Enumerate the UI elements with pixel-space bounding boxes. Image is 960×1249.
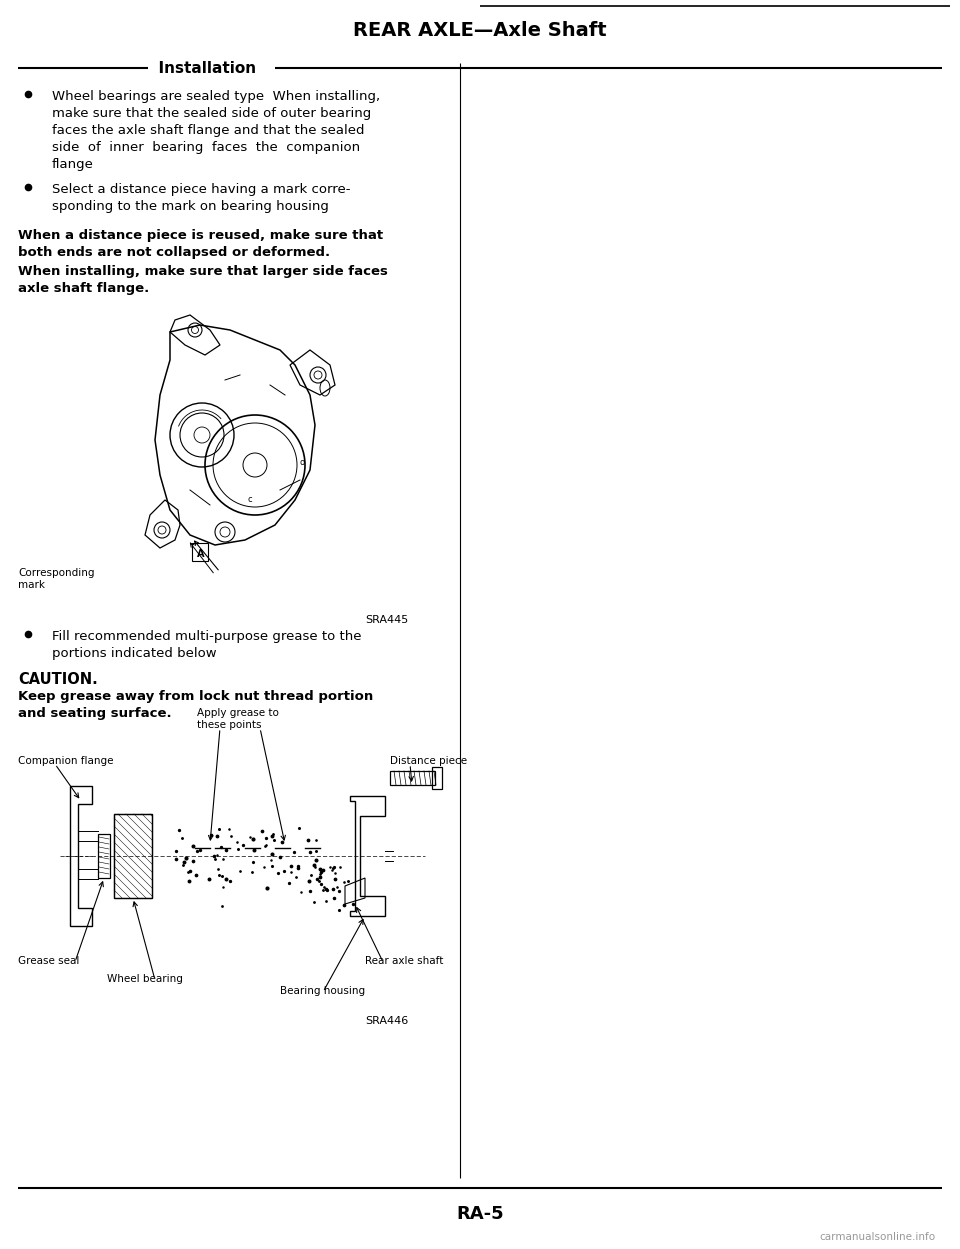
Text: RA-5: RA-5 (456, 1205, 504, 1223)
Text: and seating surface.: and seating surface. (18, 707, 172, 719)
Text: A: A (197, 550, 204, 560)
Text: Corresponding: Corresponding (18, 568, 94, 578)
Text: sponding to the mark on bearing housing: sponding to the mark on bearing housing (52, 200, 329, 214)
Text: Apply grease to: Apply grease to (197, 708, 278, 718)
Text: Select a distance piece having a mark corre-: Select a distance piece having a mark co… (52, 184, 350, 196)
Text: faces the axle shaft flange and that the sealed: faces the axle shaft flange and that the… (52, 124, 365, 137)
Text: Installation: Installation (148, 60, 267, 75)
Text: When installing, make sure that larger side faces: When installing, make sure that larger s… (18, 265, 388, 279)
Text: c: c (248, 495, 252, 505)
Text: flange: flange (52, 159, 94, 171)
Text: side  of  inner  bearing  faces  the  companion: side of inner bearing faces the companio… (52, 141, 360, 154)
Text: both ends are not collapsed or deformed.: both ends are not collapsed or deformed. (18, 246, 330, 259)
Text: SRA445: SRA445 (365, 615, 408, 624)
Text: Rear axle shaft: Rear axle shaft (365, 955, 444, 965)
Text: portions indicated below: portions indicated below (52, 647, 217, 659)
Text: When a distance piece is reused, make sure that: When a distance piece is reused, make su… (18, 229, 383, 242)
Text: Companion flange: Companion flange (18, 756, 113, 766)
Text: Distance piece: Distance piece (390, 756, 468, 766)
Text: Fill recommended multi-purpose grease to the: Fill recommended multi-purpose grease to… (52, 629, 362, 643)
Text: these points: these points (197, 719, 261, 729)
Text: Keep grease away from lock nut thread portion: Keep grease away from lock nut thread po… (18, 689, 373, 703)
Text: make sure that the sealed side of outer bearing: make sure that the sealed side of outer … (52, 107, 372, 120)
Text: SRA446: SRA446 (365, 1015, 408, 1025)
Text: mark: mark (18, 580, 45, 590)
Text: Bearing housing: Bearing housing (280, 985, 365, 995)
Text: Wheel bearing: Wheel bearing (107, 974, 182, 984)
Text: axle shaft flange.: axle shaft flange. (18, 282, 149, 295)
Text: REAR AXLE—Axle Shaft: REAR AXLE—Axle Shaft (353, 20, 607, 40)
Text: o: o (300, 458, 305, 467)
Text: carmanualsonline.info: carmanualsonline.info (819, 1232, 935, 1242)
Text: Grease seal: Grease seal (18, 955, 80, 965)
Text: CAUTION.: CAUTION. (18, 672, 98, 687)
Text: Wheel bearings are sealed type  When installing,: Wheel bearings are sealed type When inst… (52, 90, 380, 102)
